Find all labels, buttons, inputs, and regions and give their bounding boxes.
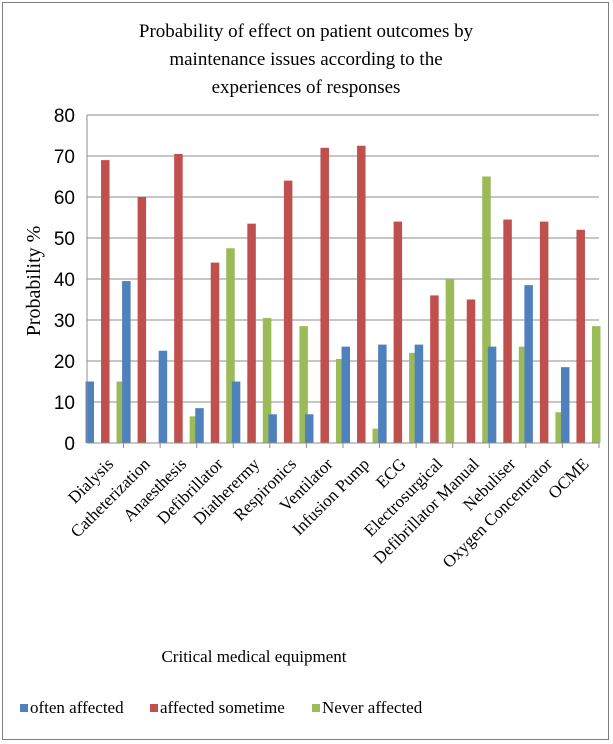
bar-often-affected — [85, 381, 95, 443]
x-axis-ticks: DialysisCatheterizationAnaesthesisDefibr… — [64, 443, 600, 572]
y-axis-label: Probability % — [23, 226, 45, 337]
bar-never-affected — [482, 176, 491, 443]
y-tick-label: 60 — [54, 188, 75, 209]
bar-never-affected — [189, 416, 199, 443]
legend-label: Never affected — [322, 698, 423, 717]
bar-affected-sometime — [357, 145, 366, 443]
bar-affected-sometime — [430, 295, 439, 443]
bar-often-affected — [158, 350, 168, 443]
y-tick-label: 80 — [54, 106, 75, 127]
bar-affected-sometime — [539, 221, 549, 443]
y-tick-label: 20 — [54, 352, 75, 373]
bar-never-affected — [335, 358, 345, 443]
y-tick-label: 40 — [54, 270, 75, 291]
bar-often-affected — [304, 414, 314, 443]
x-axis-label: Critical medical equipment — [161, 647, 346, 666]
bar-often-affected — [195, 408, 204, 443]
bar-never-affected — [445, 279, 455, 443]
bar-affected-sometime — [466, 299, 476, 443]
y-tick-label: 50 — [54, 229, 75, 250]
bar-often-affected — [378, 344, 387, 443]
legend-label: affected sometime — [160, 698, 285, 717]
gridlines — [87, 114, 599, 403]
bar-often-affected — [122, 281, 131, 443]
bar-affected-sometime — [320, 147, 329, 444]
legend-swatch — [20, 704, 28, 712]
bar-never-affected — [226, 248, 235, 443]
bar-affected-sometime — [174, 153, 183, 443]
chart-title: Probability of effect on patient outcome… — [139, 21, 474, 98]
chart-title-line-2: maintenance issues according to the — [169, 49, 442, 70]
bar-affected-sometime — [247, 223, 256, 443]
bar-often-affected — [560, 367, 570, 443]
bar-often-affected — [524, 285, 533, 443]
bar-never-affected — [372, 428, 382, 443]
y-tick-label: 0 — [64, 434, 75, 455]
chart-title-line-1: Probability of effect on patient outcome… — [139, 21, 474, 42]
bar-never-affected — [409, 352, 418, 443]
bar-affected-sometime — [137, 197, 147, 443]
bar-often-affected — [231, 381, 241, 443]
bar-never-affected — [299, 326, 308, 443]
y-tick-label: 70 — [54, 147, 75, 168]
bar-often-affected — [414, 344, 424, 443]
bar-often-affected — [341, 346, 351, 443]
bar-never-affected — [518, 346, 528, 443]
y-tick-label: 30 — [54, 311, 75, 332]
legend-swatch — [312, 704, 320, 712]
bar-affected-sometime — [576, 229, 585, 443]
bar-never-affected — [262, 317, 272, 443]
bar-never-affected — [555, 412, 564, 443]
x-tick-label: OCME — [544, 454, 592, 502]
legend-label: often affected — [30, 698, 124, 717]
legend: often affected affected sometime Never aff… — [20, 698, 423, 717]
bar-often-affected — [487, 346, 497, 443]
y-tick-label: 10 — [54, 393, 75, 414]
bar-affected-sometime — [503, 219, 512, 443]
legend-swatch — [150, 704, 158, 712]
bar-affected-sometime — [101, 160, 110, 443]
bar-affected-sometime — [210, 262, 220, 443]
bar-never-affected — [591, 326, 601, 443]
bar-often-affected — [268, 414, 277, 443]
y-axis-ticks: 0 10 20 30 40 50 60 70 80 — [54, 106, 75, 455]
bar-never-affected — [116, 381, 126, 443]
bars — [85, 145, 601, 444]
chart-title-line-3: experiences of responses — [212, 77, 401, 98]
chart-svg: Probability of effect on patient outcome… — [20, 21, 601, 717]
bar-affected-sometime — [393, 221, 403, 443]
bar-affected-sometime — [283, 180, 293, 443]
